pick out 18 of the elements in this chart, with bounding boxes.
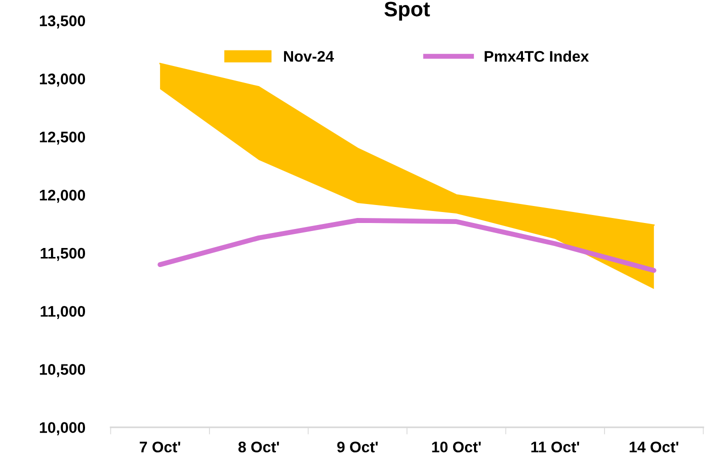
line-series [158, 218, 656, 273]
y-tick-label: 11,000 [40, 306, 86, 319]
y-tick-label: 13,500 [40, 15, 86, 28]
x-tick-label: 7 Oct' [140, 442, 180, 452]
y-tick-label: 12,500 [40, 132, 86, 145]
y-tick-label: 12,000 [40, 190, 86, 203]
x-tick-label: 9 Oct' [337, 442, 378, 452]
y-tick-label: 10,500 [40, 364, 86, 378]
x-tick-label: 11 Oct' [531, 442, 580, 452]
x-tick-label: 8 Oct' [238, 442, 279, 452]
x-tick-label: 14 Oct' [630, 442, 678, 452]
legend-label: Nov-24 [284, 50, 334, 62]
y-tick-label: 13,000 [40, 74, 86, 87]
chart-title: Spot [384, 2, 430, 21]
y-tick-label: 11,500 [40, 248, 86, 261]
y-tick-label: 10,000 [40, 422, 86, 436]
x-tick-label: 10 Oct' [432, 442, 481, 452]
legend-label: Pmx4TC Index [484, 50, 589, 62]
